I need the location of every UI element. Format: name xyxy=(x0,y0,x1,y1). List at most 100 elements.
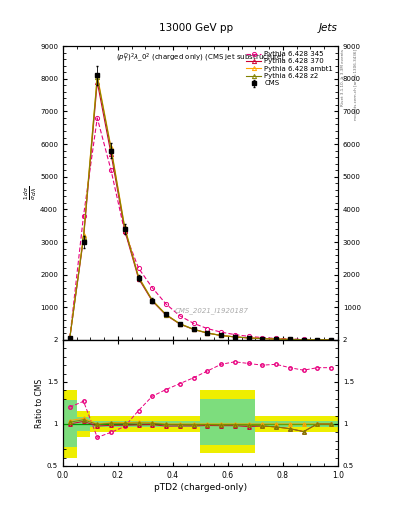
Pythia 6.428 345 xyxy=(329,337,334,343)
Bar xyxy=(214,399,228,445)
Pythia 6.428 345 xyxy=(205,326,210,332)
Pythia 6.428 z2 xyxy=(150,297,155,304)
Bar xyxy=(90,420,104,428)
Bar xyxy=(255,420,269,428)
Bar xyxy=(104,420,118,428)
Bar xyxy=(187,420,200,428)
Bar xyxy=(310,420,324,428)
Bar xyxy=(90,416,104,432)
Legend: Pythia 6.428 345, Pythia 6.428 370, Pythia 6.428 ambt1, Pythia 6.428 z2, CMS: Pythia 6.428 345, Pythia 6.428 370, Pyth… xyxy=(245,50,334,88)
Bar xyxy=(77,416,90,432)
Y-axis label: Ratio to CMS: Ratio to CMS xyxy=(35,378,44,428)
Pythia 6.428 z2 xyxy=(164,312,169,318)
Pythia 6.428 z2 xyxy=(191,326,196,332)
Bar xyxy=(63,390,77,458)
Pythia 6.428 345 xyxy=(150,285,155,291)
Bar xyxy=(310,420,324,428)
Bar xyxy=(214,420,228,428)
Bar xyxy=(200,399,214,445)
Pythia 6.428 z2 xyxy=(95,74,100,80)
Bar xyxy=(283,416,297,432)
Pythia 6.428 ambt1 xyxy=(260,335,265,342)
Bar xyxy=(132,416,145,432)
Bar xyxy=(228,416,242,432)
Pythia 6.428 ambt1 xyxy=(191,326,196,332)
Bar xyxy=(132,420,145,428)
Bar xyxy=(283,416,297,432)
Bar xyxy=(200,416,214,432)
Bar xyxy=(159,416,173,432)
Bar xyxy=(118,416,132,432)
Pythia 6.428 z2 xyxy=(136,274,141,281)
Pythia 6.428 345 xyxy=(315,336,320,343)
Bar xyxy=(159,420,173,428)
Bar xyxy=(324,420,338,428)
Pythia 6.428 ambt1 xyxy=(205,330,210,336)
Pythia 6.428 ambt1 xyxy=(329,337,334,343)
Text: mcplots.cern.ch [arXiv:1306.3436]: mcplots.cern.ch [arXiv:1306.3436] xyxy=(354,49,358,120)
Bar xyxy=(173,416,187,432)
Bar xyxy=(200,420,214,428)
Pythia 6.428 370 xyxy=(288,336,292,343)
Pythia 6.428 370 xyxy=(260,335,265,342)
Bar xyxy=(145,416,159,432)
Pythia 6.428 z2 xyxy=(108,146,114,152)
Pythia 6.428 345 xyxy=(68,335,72,341)
Bar xyxy=(255,416,269,432)
Pythia 6.428 370 xyxy=(136,275,141,282)
Pythia 6.428 ambt1 xyxy=(315,337,320,343)
Pythia 6.428 370 xyxy=(178,321,182,327)
Bar xyxy=(242,390,255,453)
Bar xyxy=(297,420,310,428)
Pythia 6.428 ambt1 xyxy=(246,335,251,341)
Pythia 6.428 z2 xyxy=(68,335,72,342)
Y-axis label: $\frac{1}{\sigma}\frac{d\sigma}{d\lambda}$: $\frac{1}{\sigma}\frac{d\sigma}{d\lambda… xyxy=(22,186,39,200)
Pythia 6.428 ambt1 xyxy=(288,336,292,343)
Bar xyxy=(283,420,297,428)
Pythia 6.428 370 xyxy=(233,334,237,340)
Pythia 6.428 370 xyxy=(274,336,279,342)
X-axis label: pTD2 (charged-only): pTD2 (charged-only) xyxy=(154,482,247,492)
Pythia 6.428 345 xyxy=(219,329,223,335)
Bar xyxy=(324,420,338,428)
Line: Pythia 6.428 345: Pythia 6.428 345 xyxy=(68,116,333,342)
Pythia 6.428 z2 xyxy=(81,234,86,240)
Bar xyxy=(242,416,255,432)
Bar xyxy=(228,390,242,453)
Pythia 6.428 ambt1 xyxy=(178,321,182,327)
Pythia 6.428 345 xyxy=(95,115,100,121)
Pythia 6.428 345 xyxy=(246,333,251,339)
Pythia 6.428 345 xyxy=(178,313,182,319)
Bar xyxy=(310,416,324,432)
Pythia 6.428 ambt1 xyxy=(274,336,279,342)
Bar xyxy=(132,416,145,432)
Pythia 6.428 ambt1 xyxy=(233,334,237,340)
Pythia 6.428 370 xyxy=(164,312,169,318)
Bar xyxy=(255,416,269,432)
Bar xyxy=(324,416,338,432)
Pythia 6.428 ambt1 xyxy=(95,72,100,78)
Bar xyxy=(63,400,77,447)
Bar xyxy=(187,416,200,432)
Pythia 6.428 345 xyxy=(136,265,141,271)
Pythia 6.428 ambt1 xyxy=(150,297,155,303)
Bar xyxy=(63,420,77,428)
Pythia 6.428 370 xyxy=(150,298,155,304)
Pythia 6.428 ambt1 xyxy=(68,335,72,342)
Pythia 6.428 ambt1 xyxy=(164,311,169,317)
Pythia 6.428 ambt1 xyxy=(123,224,127,230)
Bar xyxy=(269,420,283,428)
Bar xyxy=(297,416,310,432)
Pythia 6.428 ambt1 xyxy=(301,336,306,343)
Pythia 6.428 345 xyxy=(191,320,196,326)
Text: 13000 GeV pp: 13000 GeV pp xyxy=(160,23,233,33)
Bar xyxy=(104,421,118,426)
Pythia 6.428 z2 xyxy=(288,336,292,343)
Pythia 6.428 370 xyxy=(246,335,251,341)
Pythia 6.428 345 xyxy=(164,301,169,307)
Pythia 6.428 z2 xyxy=(233,334,237,340)
Bar xyxy=(228,399,242,445)
Bar xyxy=(145,420,159,428)
Pythia 6.428 ambt1 xyxy=(108,144,114,151)
Pythia 6.428 ambt1 xyxy=(81,232,86,239)
